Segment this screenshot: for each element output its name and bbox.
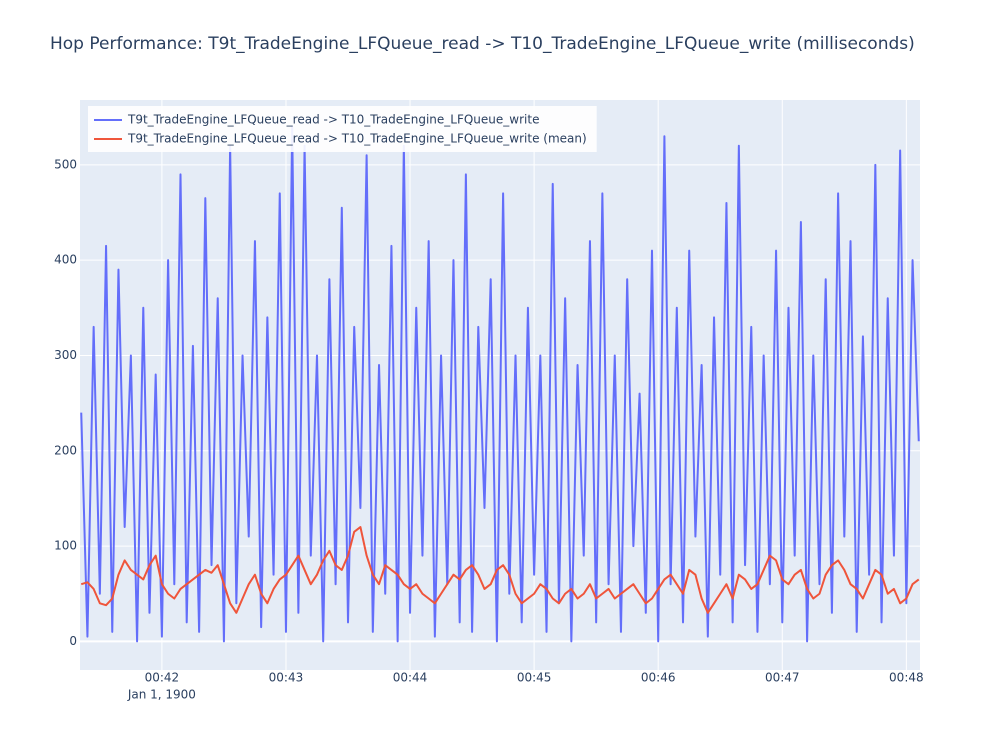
chart-title: Hop Performance: T9t_TradeEngine_LFQueue… — [50, 34, 915, 54]
x-tick-label: 00:43 — [269, 671, 304, 685]
x-tick-label: 00:42 — [145, 671, 180, 685]
line-series — [80, 125, 920, 643]
lines — [80, 125, 920, 643]
x-tick-label: 00:46 — [641, 671, 676, 685]
legend-label: T9t_TradeEngine_LFQueue_read -> T10_Trad… — [127, 132, 587, 146]
x-tick-label: 00:47 — [765, 671, 800, 685]
line-series — [80, 526, 920, 614]
labels: 0 100 200 300 400 500 00:42 00:43 00:44 00:45 00:4… — [54, 106, 924, 702]
y-tick-label: 300 — [54, 348, 77, 362]
y-tick-label: 0 — [69, 634, 77, 648]
x-tick-label: 00:45 — [517, 671, 552, 685]
x-tick-label: 00:44 — [393, 671, 428, 685]
legend-label: T9t_TradeEngine_LFQueue_read -> T10_Trad… — [127, 113, 539, 127]
y-tick-label: 200 — [54, 443, 77, 457]
y-tick-label: 500 — [54, 157, 77, 171]
x-tick-label: 00:48 — [889, 671, 924, 685]
y-tick-label: 400 — [54, 253, 77, 267]
legend: T9t_TradeEngine_LFQueue_read -> T10_Trad… — [88, 106, 597, 152]
x-date-label: Jan 1, 1900 — [127, 688, 196, 702]
legend-box — [88, 106, 597, 152]
y-tick-label: 100 — [54, 539, 77, 553]
